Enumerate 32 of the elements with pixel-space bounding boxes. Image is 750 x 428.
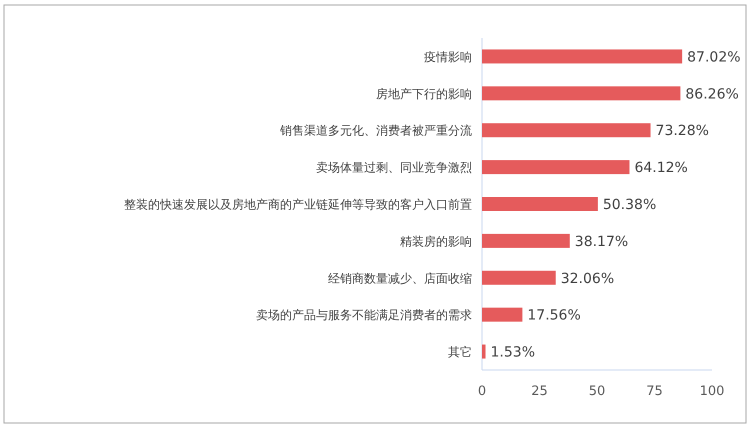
x-tick-label: 25 bbox=[531, 384, 548, 399]
y-tick-label: 卖场体量过剩、同业竞争激烈 bbox=[316, 160, 472, 175]
y-tick-label: 卖场的产品与服务不能满足消费者的需求 bbox=[256, 308, 472, 322]
bar bbox=[482, 49, 682, 64]
y-tick-label: 精装房的影响 bbox=[400, 234, 472, 248]
x-tick-label: 0 bbox=[478, 384, 486, 399]
bar bbox=[482, 234, 570, 248]
bar bbox=[482, 86, 680, 100]
bar bbox=[482, 123, 651, 138]
data-label: 38.17% bbox=[574, 234, 628, 250]
bar bbox=[482, 197, 598, 211]
bar bbox=[482, 270, 556, 285]
bar bbox=[482, 160, 630, 174]
bar bbox=[482, 308, 522, 322]
y-tick-label: 销售渠道多元化、消费者被严重分流 bbox=[279, 124, 472, 138]
data-label: 17.56% bbox=[527, 308, 581, 324]
y-tick-label: 其它 bbox=[448, 345, 472, 360]
y-tick-label: 疫情影响 bbox=[424, 50, 472, 64]
data-label: 86.26% bbox=[685, 86, 739, 102]
data-label: 1.53% bbox=[490, 344, 536, 361]
data-label: 87.02% bbox=[687, 49, 741, 66]
data-label: 32.06% bbox=[560, 270, 614, 287]
x-tick-label: 50 bbox=[588, 384, 606, 399]
x-tick-label: 100 bbox=[700, 384, 724, 399]
y-tick-label: 整装的快速发展以及房地产商的产业链延伸等导致的客户入口前置 bbox=[124, 198, 472, 212]
x-tick-label: 75 bbox=[646, 384, 663, 399]
bar bbox=[482, 344, 486, 359]
y-tick-label: 经销商数量减少、店面收缩 bbox=[328, 271, 472, 286]
data-label: 73.28% bbox=[656, 123, 709, 140]
data-label: 50.38% bbox=[602, 197, 656, 213]
data-label: 64.12% bbox=[634, 160, 688, 176]
y-tick-label: 房地产下行的影响 bbox=[376, 86, 472, 101]
